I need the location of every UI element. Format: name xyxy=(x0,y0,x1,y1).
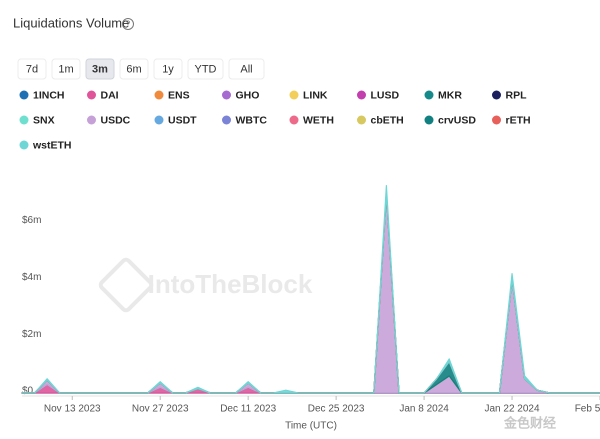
range-button-bg xyxy=(228,58,265,80)
range-button-bg xyxy=(187,58,224,80)
range-button-label: 3m xyxy=(92,63,108,75)
page-title: Liquidations Volume xyxy=(13,15,129,30)
legend-swatch xyxy=(424,115,434,125)
legend-item[interactable]: LUSD xyxy=(357,89,400,101)
legend-label: GHO xyxy=(236,89,260,101)
legend-swatch xyxy=(289,90,299,100)
watermark: IntoTheBlock xyxy=(148,269,313,299)
legend-item[interactable]: SNX xyxy=(19,114,55,126)
help-mark: ? xyxy=(126,20,131,29)
legend-swatch xyxy=(357,90,366,100)
x-tick-label: Feb 5 2024 xyxy=(575,404,600,415)
legend-swatch xyxy=(87,115,96,125)
x-tick-label: Jan 22 2024 xyxy=(485,404,540,415)
range-button-bg xyxy=(51,58,81,80)
legend-swatch xyxy=(154,90,164,100)
legend-swatch xyxy=(222,90,231,100)
legend-item[interactable]: DAI xyxy=(87,89,119,101)
legend-label: cbETH xyxy=(371,114,404,126)
legend-label: ENS xyxy=(168,89,190,101)
legend-label: RPL xyxy=(506,89,528,101)
legend-label: rETH xyxy=(506,114,531,126)
legend-item[interactable]: WBTC xyxy=(222,114,267,126)
range-button-bg xyxy=(119,58,149,80)
legend-label: 1INCH xyxy=(33,89,65,101)
range-button-label: 1y xyxy=(162,63,174,75)
range-button[interactable]: 6m xyxy=(119,58,149,80)
legend-item[interactable]: crvUSD xyxy=(424,114,477,126)
help-icon[interactable]: ? xyxy=(122,18,134,30)
range-button[interactable]: 1y xyxy=(153,58,183,80)
range-button[interactable]: 7d xyxy=(17,58,47,80)
legend-swatch xyxy=(492,90,501,100)
x-axis-label: Time (UTC) xyxy=(285,421,337,432)
x-tick-label: Jan 8 2024 xyxy=(399,404,449,415)
legend-swatch xyxy=(424,90,434,100)
legend-item[interactable]: cbETH xyxy=(357,114,404,126)
legend-label: crvUSD xyxy=(438,114,476,126)
legend-swatch xyxy=(154,115,164,125)
y-tick-label: $2m xyxy=(22,329,41,340)
legend-item[interactable]: GHO xyxy=(222,89,259,101)
watermark-logo xyxy=(98,257,154,313)
range-button-label: YTD xyxy=(195,63,217,75)
range-button-bg xyxy=(17,58,47,80)
range-button-bg xyxy=(85,58,115,80)
legend-swatch xyxy=(492,115,501,125)
range-button[interactable]: 3m xyxy=(85,58,115,80)
legend-item[interactable]: ENS xyxy=(154,89,190,101)
legend-label: WETH xyxy=(303,114,334,126)
legend-label: LUSD xyxy=(371,89,400,101)
legend-item[interactable]: MKR xyxy=(424,89,463,101)
legend-label: LINK xyxy=(303,89,328,101)
y-tick-label: $6m xyxy=(22,215,41,226)
legend-item[interactable]: WETH xyxy=(289,114,334,126)
legend-item[interactable]: USDC xyxy=(87,114,131,126)
range-button-label: 6m xyxy=(126,63,141,75)
legend-item[interactable]: rETH xyxy=(492,114,531,126)
range-button-bg xyxy=(153,58,183,80)
legend-item[interactable]: LINK xyxy=(289,89,328,101)
y-tick-label: $4m xyxy=(22,272,41,283)
legend-label: DAI xyxy=(101,89,119,101)
legend-swatch xyxy=(222,115,231,125)
legend-label: wstETH xyxy=(32,139,72,151)
range-button-label: All xyxy=(240,63,252,75)
legend-label: WBTC xyxy=(236,114,268,126)
corner-watermark: 金色财经 xyxy=(503,415,556,430)
legend-item[interactable]: 1INCH xyxy=(19,89,65,101)
legend-swatch xyxy=(87,90,96,100)
area xyxy=(21,184,600,394)
legend-item[interactable]: USDT xyxy=(154,114,198,126)
range-button[interactable]: All xyxy=(228,58,265,80)
range-button-label: 1m xyxy=(58,63,73,75)
legend-swatch xyxy=(19,90,29,100)
legend-swatch xyxy=(357,115,366,125)
legend-swatch xyxy=(19,140,29,150)
range-button-label: 7d xyxy=(26,63,38,75)
range-button[interactable]: 1m xyxy=(51,58,81,80)
range-button[interactable]: YTD xyxy=(187,58,224,80)
y-tick-label: $0 xyxy=(22,386,34,397)
legend-item[interactable]: RPL xyxy=(492,89,527,101)
legend-label: MKR xyxy=(438,89,462,101)
legend-label: SNX xyxy=(33,114,55,126)
legend-item[interactable]: wstETH xyxy=(19,139,72,151)
legend-swatch xyxy=(289,115,299,125)
legend-label: USDT xyxy=(168,114,197,126)
x-tick-label: Nov 13 2023 xyxy=(44,404,101,415)
x-tick-label: Nov 27 2023 xyxy=(132,404,189,415)
legend-swatch xyxy=(19,115,29,125)
x-tick-label: Dec 11 2023 xyxy=(220,404,276,415)
legend-label: USDC xyxy=(101,114,131,126)
x-tick-label: Dec 25 2023 xyxy=(308,404,365,415)
